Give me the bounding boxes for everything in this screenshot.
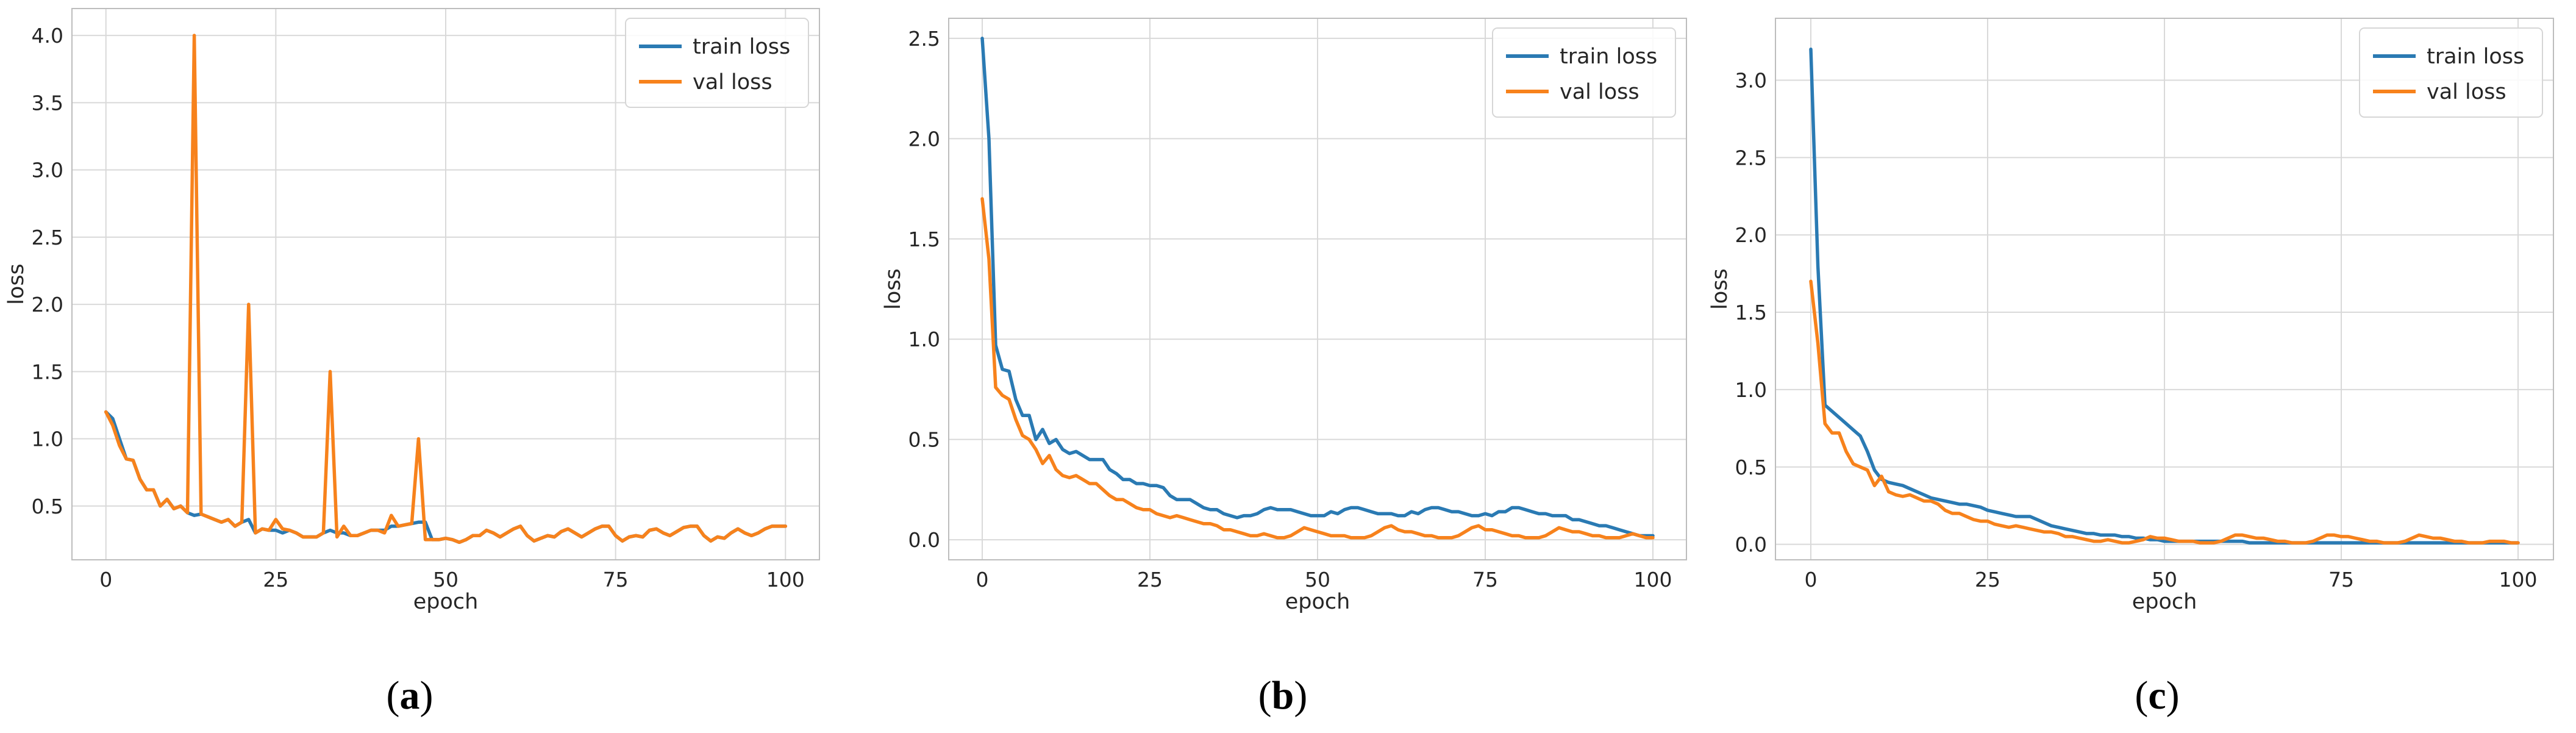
y-tick-label: 2.5	[1735, 146, 1767, 170]
y-tick-label: 2.0	[1735, 223, 1767, 247]
legend-box	[2359, 27, 2543, 118]
y-tick-label: 1.5	[1735, 301, 1767, 324]
x-axis-label: epoch	[1285, 590, 1350, 614]
y-tick-label: 0.0	[1735, 533, 1767, 557]
x-tick-label: 25	[1137, 568, 1163, 592]
x-tick-label: 75	[603, 568, 629, 592]
y-tick-label: 1.5	[908, 227, 940, 251]
legend: train loss val loss	[2359, 27, 2543, 118]
chart-panel-a: 0 25 50 75 100 0.5 1.0 1.5 2.0 2.5 3.0 3.5 4.0 epoch l…	[4, 8, 820, 718]
chart-panel-b: 0 25 50 75 100 0.0 0.5 1.0 1.5 2.0 2.5 epoch loss tra…	[881, 18, 1687, 718]
x-tick-label: 25	[1975, 568, 2000, 592]
grid	[949, 18, 1686, 560]
x-tick-label: 75	[1472, 568, 1498, 592]
y-tick-label: 0.5	[32, 495, 63, 518]
y-tick-label: 0.5	[1735, 456, 1767, 479]
x-tick-label: 100	[766, 568, 805, 592]
chart-panel-c: 0 25 50 75 100 0.0 0.5 1.0 1.5 2.0 2.5 3.0 epoch loss…	[1708, 18, 2554, 718]
y-axis-label: loss	[4, 263, 29, 305]
legend-label: val loss	[2427, 80, 2506, 104]
x-tick-label: 75	[2328, 568, 2354, 592]
legend-label: val loss	[1560, 80, 1639, 104]
series-line-train-loss	[980, 37, 1655, 538]
y-tick-label: 0.5	[908, 428, 940, 452]
y-tick-label: 2.0	[32, 293, 63, 316]
legend-label: val loss	[693, 70, 772, 95]
x-tick-label: 100	[1634, 568, 1672, 592]
legend-label: train loss	[1560, 45, 1657, 69]
x-tick-label: 25	[263, 568, 288, 592]
y-tick-label: 1.0	[1735, 378, 1767, 402]
y-tick-label: 3.0	[1735, 68, 1767, 92]
panel-label: (a)	[387, 673, 433, 718]
y-tick-label: 0.0	[908, 528, 940, 552]
x-axis-label: epoch	[2132, 590, 2197, 614]
y-tick-label: 3.0	[32, 159, 63, 182]
plot-frame	[948, 18, 1687, 560]
x-tick-label: 0	[976, 568, 989, 592]
series-line-val-loss	[1809, 279, 2520, 545]
x-tick-label: 0	[99, 568, 112, 592]
legend: train loss val loss	[1492, 27, 1676, 118]
series-line-val-loss	[104, 34, 788, 545]
x-axis-label: epoch	[413, 590, 479, 614]
y-tick-label: 3.5	[32, 91, 63, 115]
y-tick-label: 2.5	[32, 226, 63, 249]
y-tick-label: 2.0	[908, 127, 940, 151]
x-tick-label: 100	[2499, 568, 2538, 592]
x-tick-label: 50	[2152, 568, 2177, 592]
legend-label: train loss	[693, 35, 790, 59]
y-axis-label: loss	[1708, 268, 1732, 310]
series-line-val-loss	[980, 197, 1655, 540]
y-tick-label: 1.5	[32, 360, 63, 384]
legend: train loss val loss	[625, 18, 809, 108]
x-tick-label: 50	[1305, 568, 1330, 592]
y-tick-label: 4.0	[32, 24, 63, 48]
plot-frame	[71, 8, 820, 560]
panel-label: (c)	[2135, 673, 2179, 718]
legend-box	[1492, 27, 1676, 118]
x-tick-label: 0	[1805, 568, 1818, 592]
panel-label: (b)	[1258, 673, 1308, 718]
x-tick-label: 50	[433, 568, 458, 592]
legend-box	[625, 18, 809, 108]
y-tick-label: 1.0	[908, 327, 940, 351]
legend-label: train loss	[2427, 45, 2524, 69]
y-axis-label: loss	[881, 268, 905, 310]
y-tick-label: 1.0	[32, 427, 63, 451]
plot-frame	[1775, 18, 2554, 560]
y-tick-label: 2.5	[908, 27, 940, 51]
